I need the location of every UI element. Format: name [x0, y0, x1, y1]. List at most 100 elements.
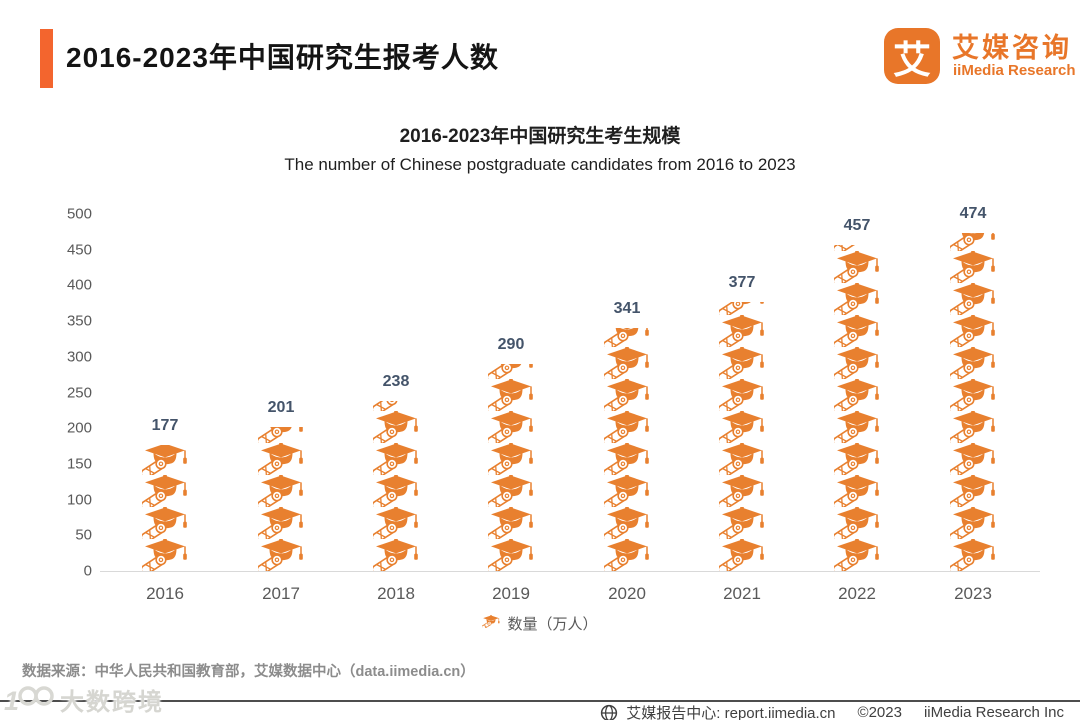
page-title: 2016-2023年中国研究生报考人数: [66, 42, 499, 73]
y-axis-tick-label: 500: [66, 205, 92, 223]
y-axis-tick-label: 400: [66, 276, 92, 294]
bar-value-label: 341: [613, 299, 641, 317]
y-axis-tick-label: 250: [66, 384, 92, 401]
bar-2022: [832, 244, 882, 571]
footer-credits: 艾媒报告中心: report.iimedia.cn ©2023 iiMedia …: [600, 702, 1064, 720]
graduation-cap-icon: [717, 538, 764, 571]
graduation-cap-icon: [717, 301, 764, 320]
x-axis-label: 2018: [377, 584, 415, 603]
graduation-cap-icon: [486, 538, 533, 571]
graduation-cap-icon: [948, 474, 995, 512]
bar-2021: [717, 301, 767, 571]
graduation-cap-icon: [371, 474, 418, 512]
graduation-cap-icon: [256, 474, 303, 512]
graduation-cap-icon: [717, 378, 764, 416]
bar-value-label: 474: [959, 204, 987, 222]
graduation-cap-icon: [948, 250, 995, 288]
logo-name-cn: 艾媒咨询: [952, 33, 1072, 63]
graduation-cap-icon: [602, 378, 649, 416]
x-axis-label: 2021: [723, 584, 761, 603]
graduation-cap-icon: [832, 506, 879, 544]
graduation-cap-icon: [481, 614, 501, 633]
graduation-cap-icon: [948, 232, 995, 256]
graduation-cap-icon: [602, 346, 649, 384]
x-axis-line: [100, 571, 1040, 572]
logo-name-en: iiMedia Research: [953, 62, 1076, 79]
graduation-cap-icon: [140, 474, 187, 512]
graduation-cap-icon: [832, 378, 879, 416]
graduation-cap-icon: [717, 410, 764, 448]
bar-2023: [948, 232, 998, 571]
y-axis-tick-label: 100: [66, 491, 92, 509]
footer-divider: [0, 700, 1080, 702]
x-axis-label: 2019: [492, 584, 530, 603]
graduation-cap-icon: [717, 506, 764, 544]
graduation-cap-icon: [602, 327, 649, 352]
graduation-cap-icon: [486, 506, 533, 544]
graduation-cap-icon: [486, 474, 533, 512]
y-axis-tick-label: 0: [83, 562, 92, 580]
graduation-cap-icon: [832, 250, 879, 288]
graduation-cap-icon: [832, 474, 879, 512]
x-axis-label: 2017: [262, 584, 300, 603]
graduation-cap-icon: [948, 346, 995, 384]
graduation-cap-icon: [371, 538, 418, 571]
graduation-cap-icon: [948, 442, 995, 480]
graduation-cap-icon: [371, 401, 398, 416]
graduation-cap-icon: [481, 614, 501, 629]
chart-title: 2016-2023年中国研究生考生规模: [399, 126, 681, 147]
graduation-cap-icon: [948, 282, 995, 320]
graduation-cap-icon: [832, 282, 879, 320]
chart-subtitle: The number of Chinese postgraduate candi…: [284, 155, 796, 174]
graduation-cap-icon: [832, 538, 879, 571]
data-source-note: 数据来源：中华人民共和国教育部，艾媒数据中心（data.iimedia.cn）: [22, 664, 475, 680]
chart-legend: 数量（万人）: [0, 613, 1080, 634]
graduation-cap-icon: [140, 444, 187, 480]
graduation-cap-icon: [832, 442, 879, 480]
graduation-cap-icon: [948, 506, 995, 544]
graduation-cap-icon: [602, 410, 649, 448]
bar-2016: [140, 444, 190, 571]
x-axis-label: 2022: [838, 584, 876, 603]
graduation-cap-icon: [948, 314, 995, 352]
title-accent-bar: [40, 29, 53, 88]
y-axis-tick-label: 50: [75, 526, 92, 544]
copyright-text: ©2023: [857, 704, 902, 720]
x-axis-label: 2023: [954, 584, 992, 603]
graduation-cap-icon: [602, 442, 649, 480]
graduation-cap-icon: [486, 378, 533, 416]
report-center-link: 艾媒报告中心: report.iimedia.cn: [626, 705, 836, 720]
x-axis-label: 2020: [608, 584, 646, 603]
bar-value-label: 457: [843, 216, 871, 234]
graduation-cap-icon: [371, 442, 418, 480]
bar-value-label: 238: [382, 373, 410, 391]
graduation-cap-icon: [371, 506, 418, 544]
bar-value-label: 201: [267, 399, 295, 417]
y-axis-tick-label: 200: [66, 419, 92, 437]
iimedia-logo-icon: 艾: [884, 28, 940, 84]
y-axis-tick-label: 350: [66, 312, 92, 330]
graduation-cap-icon: [832, 410, 879, 448]
graduation-cap-icon: [256, 538, 303, 571]
bar-value-label: 377: [728, 273, 756, 291]
graduation-cap-icon: [717, 442, 764, 480]
globe-icon: [601, 704, 618, 720]
graduation-cap-icon: [602, 506, 649, 544]
graduation-cap-icon: [602, 538, 649, 571]
y-axis-tick-label: 450: [66, 241, 92, 259]
bar-2020: [602, 327, 652, 571]
graduation-cap-icon: [256, 506, 303, 544]
graduation-cap-icon: [948, 410, 995, 448]
bar-2018: [371, 401, 421, 571]
y-axis-tick-label: 300: [66, 348, 92, 366]
graduation-cap-icon: [486, 410, 533, 448]
graduation-cap-icon: [256, 442, 303, 480]
graduation-cap-icon: [256, 427, 303, 448]
bar-value-label: 290: [497, 335, 525, 353]
graduation-cap-icon: [832, 346, 879, 384]
graduation-cap-icon: [948, 538, 995, 571]
watermark-text: 大数跨境: [60, 689, 164, 716]
iimedia-logo: 艾 艾媒咨询 iiMedia Research: [884, 26, 1076, 88]
graduation-cap-icon: [140, 506, 187, 544]
